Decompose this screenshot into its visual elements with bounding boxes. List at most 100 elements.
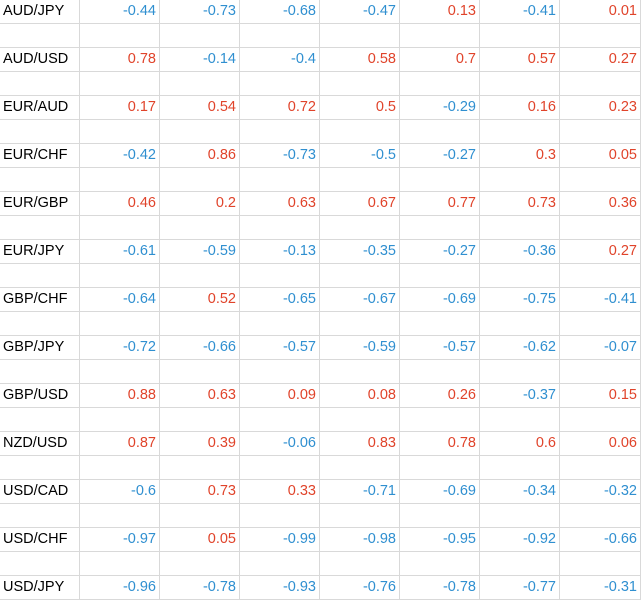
correlation-value-cell[interactable]: 0.33 [240, 480, 320, 504]
empty-cell[interactable] [160, 264, 240, 288]
correlation-value-cell[interactable]: -0.06 [240, 432, 320, 456]
correlation-value-cell[interactable]: 0.87 [80, 432, 160, 456]
correlation-value-cell[interactable]: 0.13 [400, 0, 480, 24]
empty-cell[interactable] [400, 24, 480, 48]
correlation-value-cell[interactable]: 0.36 [560, 192, 641, 216]
empty-cell[interactable] [560, 456, 641, 480]
correlation-value-cell[interactable]: 0.6 [480, 432, 560, 456]
empty-cell[interactable] [320, 504, 400, 528]
correlation-value-cell[interactable]: 0.67 [320, 192, 400, 216]
empty-cell[interactable] [560, 408, 641, 432]
pair-label-cell[interactable]: USD/CAD [0, 480, 80, 504]
correlation-value-cell[interactable]: -0.59 [320, 336, 400, 360]
correlation-value-cell[interactable]: -0.59 [160, 240, 240, 264]
correlation-value-cell[interactable]: -0.98 [320, 528, 400, 552]
empty-cell[interactable] [240, 456, 320, 480]
empty-cell[interactable] [240, 264, 320, 288]
correlation-value-cell[interactable]: 0.58 [320, 48, 400, 72]
empty-cell[interactable] [80, 120, 160, 144]
correlation-value-cell[interactable]: -0.61 [80, 240, 160, 264]
empty-cell[interactable] [0, 360, 80, 384]
empty-cell[interactable] [80, 408, 160, 432]
empty-cell[interactable] [400, 264, 480, 288]
empty-cell[interactable] [560, 120, 641, 144]
empty-cell[interactable] [400, 552, 480, 576]
correlation-value-cell[interactable]: -0.78 [400, 576, 480, 600]
correlation-value-cell[interactable]: -0.31 [560, 576, 641, 600]
empty-cell[interactable] [560, 24, 641, 48]
correlation-value-cell[interactable]: -0.71 [320, 480, 400, 504]
correlation-value-cell[interactable]: 0.73 [160, 480, 240, 504]
correlation-value-cell[interactable]: 0.52 [160, 288, 240, 312]
empty-cell[interactable] [240, 168, 320, 192]
correlation-value-cell[interactable]: -0.76 [320, 576, 400, 600]
empty-cell[interactable] [80, 360, 160, 384]
empty-cell[interactable] [240, 120, 320, 144]
empty-cell[interactable] [160, 504, 240, 528]
empty-cell[interactable] [240, 24, 320, 48]
correlation-value-cell[interactable]: -0.41 [560, 288, 641, 312]
empty-cell[interactable] [0, 456, 80, 480]
empty-cell[interactable] [160, 216, 240, 240]
correlation-value-cell[interactable]: 0.27 [560, 240, 641, 264]
correlation-value-cell[interactable]: 0.17 [80, 96, 160, 120]
empty-cell[interactable] [320, 120, 400, 144]
correlation-value-cell[interactable]: -0.36 [480, 240, 560, 264]
correlation-value-cell[interactable]: -0.34 [480, 480, 560, 504]
empty-cell[interactable] [0, 168, 80, 192]
pair-label-cell[interactable]: AUD/JPY [0, 0, 80, 24]
empty-cell[interactable] [160, 72, 240, 96]
empty-cell[interactable] [400, 408, 480, 432]
empty-cell[interactable] [480, 408, 560, 432]
empty-cell[interactable] [560, 552, 641, 576]
empty-cell[interactable] [320, 216, 400, 240]
empty-cell[interactable] [480, 264, 560, 288]
empty-cell[interactable] [320, 168, 400, 192]
pair-label-cell[interactable]: EUR/CHF [0, 144, 80, 168]
empty-cell[interactable] [480, 168, 560, 192]
correlation-value-cell[interactable]: -0.29 [400, 96, 480, 120]
correlation-value-cell[interactable]: -0.77 [480, 576, 560, 600]
correlation-value-cell[interactable]: -0.73 [240, 144, 320, 168]
empty-cell[interactable] [160, 168, 240, 192]
empty-cell[interactable] [160, 312, 240, 336]
empty-cell[interactable] [80, 24, 160, 48]
empty-cell[interactable] [160, 24, 240, 48]
empty-cell[interactable] [80, 504, 160, 528]
pair-label-cell[interactable]: AUD/USD [0, 48, 80, 72]
empty-cell[interactable] [0, 552, 80, 576]
empty-cell[interactable] [560, 504, 641, 528]
correlation-value-cell[interactable]: -0.44 [80, 0, 160, 24]
correlation-value-cell[interactable]: -0.64 [80, 288, 160, 312]
empty-cell[interactable] [80, 456, 160, 480]
empty-cell[interactable] [560, 264, 641, 288]
correlation-value-cell[interactable]: -0.62 [480, 336, 560, 360]
correlation-value-cell[interactable]: 0.08 [320, 384, 400, 408]
empty-cell[interactable] [400, 360, 480, 384]
empty-cell[interactable] [0, 408, 80, 432]
correlation-value-cell[interactable]: 0.88 [80, 384, 160, 408]
correlation-value-cell[interactable]: -0.69 [400, 288, 480, 312]
empty-cell[interactable] [160, 120, 240, 144]
pair-label-cell[interactable]: GBP/JPY [0, 336, 80, 360]
pair-label-cell[interactable]: USD/JPY [0, 576, 80, 600]
empty-cell[interactable] [320, 312, 400, 336]
empty-cell[interactable] [400, 504, 480, 528]
empty-cell[interactable] [240, 312, 320, 336]
correlation-value-cell[interactable]: -0.99 [240, 528, 320, 552]
empty-cell[interactable] [0, 216, 80, 240]
correlation-value-cell[interactable]: -0.73 [160, 0, 240, 24]
correlation-value-cell[interactable]: -0.75 [480, 288, 560, 312]
empty-cell[interactable] [400, 72, 480, 96]
empty-cell[interactable] [560, 216, 641, 240]
empty-cell[interactable] [240, 216, 320, 240]
correlation-value-cell[interactable]: -0.66 [560, 528, 641, 552]
correlation-value-cell[interactable]: 0.7 [400, 48, 480, 72]
empty-cell[interactable] [400, 216, 480, 240]
empty-cell[interactable] [80, 168, 160, 192]
empty-cell[interactable] [400, 120, 480, 144]
correlation-value-cell[interactable]: 0.72 [240, 96, 320, 120]
correlation-value-cell[interactable]: -0.4 [240, 48, 320, 72]
empty-cell[interactable] [560, 168, 641, 192]
correlation-value-cell[interactable]: -0.72 [80, 336, 160, 360]
